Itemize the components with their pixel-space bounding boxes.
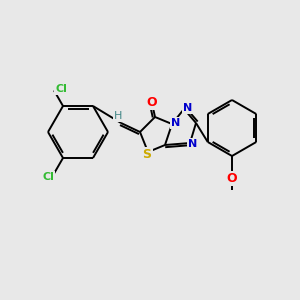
- Text: H: H: [114, 111, 122, 121]
- Text: S: S: [142, 148, 152, 160]
- Text: Cl: Cl: [42, 172, 54, 182]
- Text: N: N: [171, 118, 181, 128]
- Text: N: N: [183, 103, 193, 113]
- Text: N: N: [188, 139, 198, 149]
- Text: O: O: [227, 172, 237, 184]
- Text: O: O: [147, 95, 157, 109]
- Text: Cl: Cl: [55, 84, 67, 94]
